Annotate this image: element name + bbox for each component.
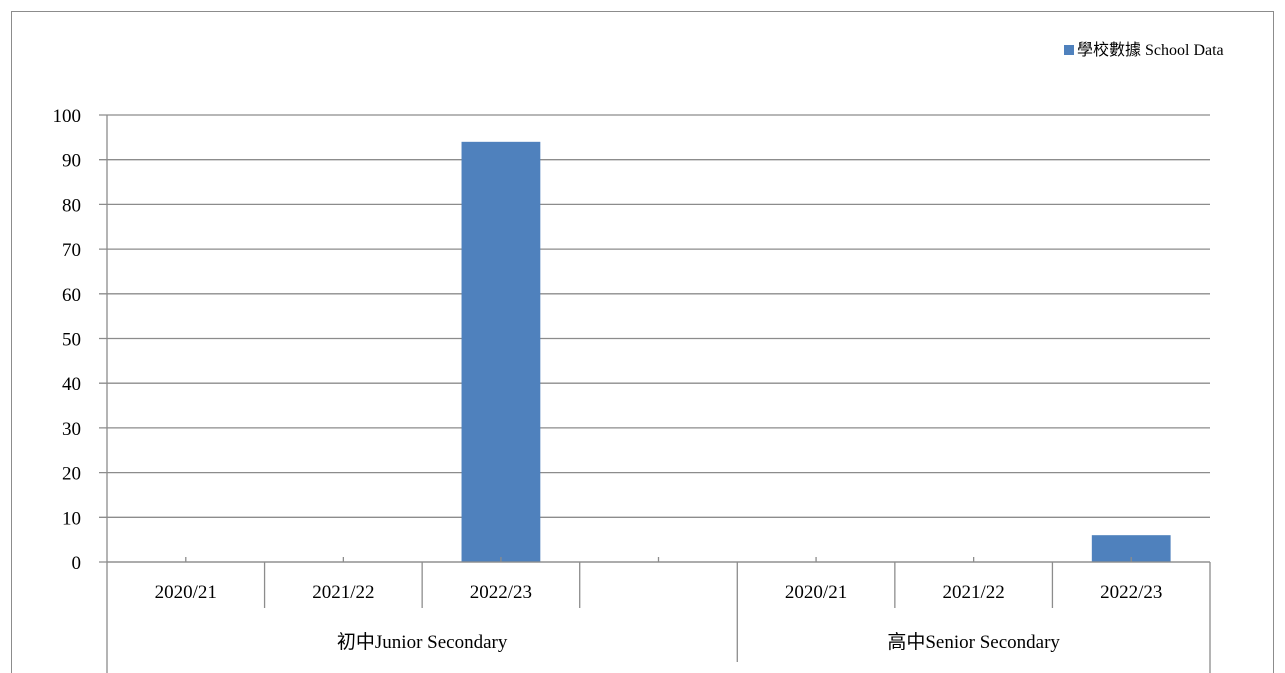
y-tick-label: 10 [62,508,81,529]
bar [461,141,541,562]
legend-label: 學校數據 School Data [1077,41,1224,59]
y-tick-label: 30 [62,419,81,440]
y-tick-label: 50 [62,330,81,351]
x-category-label: 2021/22 [943,582,1005,603]
legend: 學校數據 School Data [1064,41,1224,59]
x-group-label: 初中Junior Secondary [337,631,508,653]
y-tick-label: 0 [72,553,82,574]
gridlines [99,114,1210,563]
x-category-label: 2022/23 [1100,582,1162,603]
y-tick-label: 90 [62,151,81,172]
y-tick-label: 60 [62,285,81,306]
y-tick-label: 40 [62,374,81,395]
y-axis-ticks: 0 10 20 30 40 50 60 70 80 90 100 [53,106,82,574]
x-category-label: 2020/21 [785,582,847,603]
x-category-label: 2021/22 [312,582,374,603]
x-axis: 2020/21 2021/22 2022/23 2020/21 2021/22 2022/… [106,557,1211,673]
x-category-label: 2022/23 [470,582,532,603]
y-tick-label: 20 [62,464,81,485]
y-tick-label: 80 [62,195,81,216]
chart-frame [11,11,1274,673]
y-tick-label: 70 [62,240,81,261]
x-category-label: 2020/21 [155,582,217,603]
x-group-label: 高中Senior Secondary [887,631,1060,653]
bars [461,141,1171,562]
legend-swatch [1064,45,1074,55]
y-tick-label: 100 [53,106,82,127]
